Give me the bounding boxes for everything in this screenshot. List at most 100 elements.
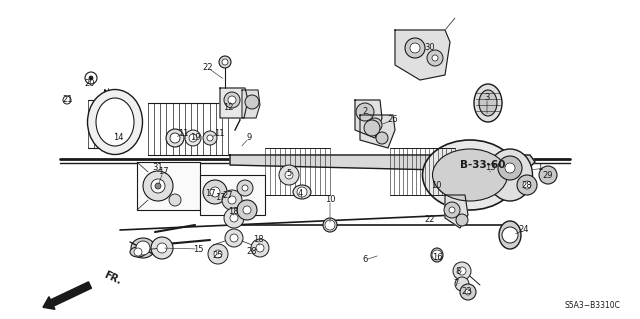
Circle shape bbox=[151, 237, 173, 259]
Circle shape bbox=[219, 56, 231, 68]
Text: 23: 23 bbox=[461, 287, 472, 296]
Circle shape bbox=[427, 50, 443, 66]
Circle shape bbox=[208, 244, 228, 264]
Polygon shape bbox=[445, 195, 468, 228]
Text: 5: 5 bbox=[286, 169, 292, 179]
Circle shape bbox=[89, 76, 93, 80]
Circle shape bbox=[410, 43, 420, 53]
Circle shape bbox=[251, 239, 269, 257]
Polygon shape bbox=[395, 30, 450, 80]
Circle shape bbox=[523, 181, 531, 189]
FancyArrow shape bbox=[43, 282, 92, 309]
Polygon shape bbox=[242, 90, 260, 118]
Ellipse shape bbox=[479, 90, 497, 116]
Ellipse shape bbox=[96, 98, 134, 146]
Text: 18: 18 bbox=[253, 235, 263, 244]
Polygon shape bbox=[220, 88, 248, 118]
Text: 7: 7 bbox=[453, 278, 459, 287]
Circle shape bbox=[237, 200, 257, 220]
Circle shape bbox=[169, 194, 181, 206]
Ellipse shape bbox=[431, 248, 443, 262]
Circle shape bbox=[155, 183, 161, 189]
Circle shape bbox=[228, 96, 236, 104]
Circle shape bbox=[237, 180, 253, 196]
Ellipse shape bbox=[433, 149, 508, 201]
Text: 28: 28 bbox=[522, 181, 532, 189]
Text: 29: 29 bbox=[543, 170, 553, 180]
Text: 10: 10 bbox=[431, 182, 441, 190]
Circle shape bbox=[285, 171, 293, 179]
Circle shape bbox=[460, 284, 476, 300]
Text: 22: 22 bbox=[425, 216, 435, 225]
Circle shape bbox=[465, 289, 471, 295]
Circle shape bbox=[151, 179, 165, 193]
Circle shape bbox=[364, 120, 380, 136]
Circle shape bbox=[455, 277, 469, 291]
Circle shape bbox=[498, 156, 522, 180]
Circle shape bbox=[444, 202, 460, 218]
Ellipse shape bbox=[422, 140, 518, 210]
Circle shape bbox=[228, 196, 236, 204]
Bar bbox=[137, 162, 200, 210]
Circle shape bbox=[157, 243, 167, 253]
Text: 18: 18 bbox=[228, 206, 238, 216]
Text: 16: 16 bbox=[432, 254, 442, 263]
Text: 13: 13 bbox=[484, 164, 495, 173]
Text: 17: 17 bbox=[214, 194, 225, 203]
Circle shape bbox=[225, 229, 243, 247]
Text: 15: 15 bbox=[193, 244, 204, 254]
Text: 8: 8 bbox=[455, 266, 461, 276]
Circle shape bbox=[245, 95, 259, 109]
Ellipse shape bbox=[130, 247, 146, 257]
Circle shape bbox=[203, 180, 227, 204]
Circle shape bbox=[230, 214, 238, 222]
Polygon shape bbox=[360, 115, 395, 148]
Text: 14: 14 bbox=[113, 133, 124, 143]
Circle shape bbox=[325, 220, 335, 230]
Circle shape bbox=[85, 72, 97, 84]
Text: 21: 21 bbox=[63, 95, 73, 105]
Circle shape bbox=[222, 59, 228, 65]
Text: 24: 24 bbox=[519, 226, 529, 234]
Circle shape bbox=[456, 214, 468, 226]
Circle shape bbox=[405, 38, 425, 58]
Text: 20: 20 bbox=[84, 78, 95, 87]
Circle shape bbox=[449, 207, 455, 213]
Ellipse shape bbox=[499, 221, 521, 249]
Text: 22: 22 bbox=[203, 63, 213, 72]
Text: 27: 27 bbox=[223, 190, 234, 199]
Text: B-33-60: B-33-60 bbox=[460, 160, 506, 170]
Ellipse shape bbox=[88, 90, 143, 154]
Text: 3: 3 bbox=[484, 93, 490, 102]
Bar bbox=[200, 175, 265, 215]
Polygon shape bbox=[230, 155, 535, 172]
Circle shape bbox=[189, 134, 197, 142]
Text: 11: 11 bbox=[214, 129, 224, 137]
Circle shape bbox=[432, 55, 438, 61]
Circle shape bbox=[134, 248, 142, 256]
Circle shape bbox=[143, 171, 173, 201]
Text: 28: 28 bbox=[246, 247, 257, 256]
Circle shape bbox=[517, 175, 537, 195]
Text: FR.: FR. bbox=[102, 270, 122, 286]
Text: 11: 11 bbox=[178, 129, 188, 137]
Circle shape bbox=[432, 250, 442, 260]
Text: 17: 17 bbox=[205, 189, 215, 197]
Circle shape bbox=[230, 234, 238, 242]
Circle shape bbox=[376, 132, 388, 144]
Circle shape bbox=[185, 130, 201, 146]
Text: 26: 26 bbox=[388, 115, 398, 124]
Text: 1: 1 bbox=[538, 164, 543, 173]
Circle shape bbox=[505, 163, 515, 173]
Circle shape bbox=[453, 262, 471, 280]
Ellipse shape bbox=[488, 149, 532, 201]
Circle shape bbox=[222, 190, 242, 210]
Circle shape bbox=[297, 187, 307, 197]
Ellipse shape bbox=[293, 185, 311, 199]
Ellipse shape bbox=[323, 218, 337, 232]
Circle shape bbox=[243, 206, 251, 214]
Text: 30: 30 bbox=[425, 43, 435, 53]
Text: S5A3−B3310C: S5A3−B3310C bbox=[564, 300, 620, 309]
Circle shape bbox=[224, 92, 240, 108]
Text: 6: 6 bbox=[362, 256, 368, 264]
